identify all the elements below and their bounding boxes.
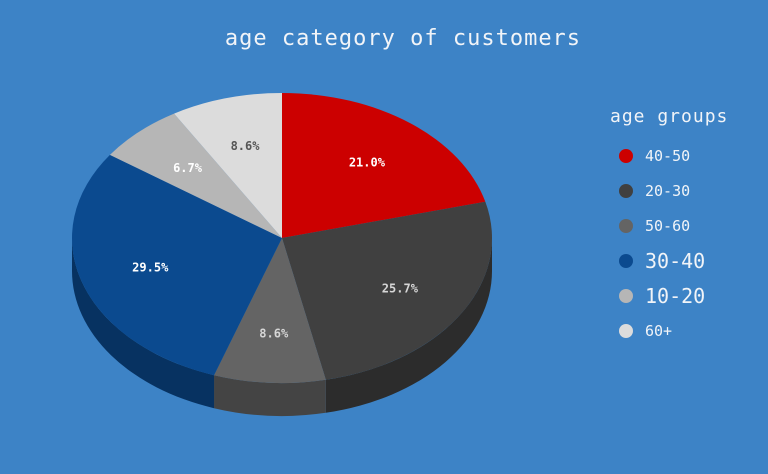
legend-item-40-50[interactable]: 40-50: [610, 145, 728, 180]
chart-title: age category of customers: [224, 26, 582, 51]
legend-swatch: [619, 184, 633, 198]
legend-swatch: [619, 149, 633, 163]
legend-swatch: [619, 219, 633, 233]
pie-side-30-40: [72, 238, 215, 409]
pie-slice-50-60[interactable]: [214, 238, 326, 384]
pie-slice-60+[interactable]: [174, 93, 282, 238]
legend-swatch: [619, 254, 633, 268]
slice-data-label: 6.7%: [173, 161, 203, 175]
pie-slice-20-30[interactable]: [282, 201, 492, 380]
legend-item-60-plus[interactable]: 60+: [610, 320, 728, 355]
pie-slice-40-50[interactable]: [282, 93, 486, 238]
slice-data-label: 8.6%: [231, 139, 261, 153]
legend-item-10-20[interactable]: 10-20: [610, 285, 728, 320]
slice-data-label: 8.6%: [259, 327, 289, 341]
legend-item-30-40[interactable]: 30-40: [610, 250, 728, 285]
pie-sides: [72, 238, 492, 416]
slice-data-label: 29.5%: [132, 261, 169, 275]
pie-slice-30-40[interactable]: [71, 154, 283, 376]
legend-label: 50-60: [645, 217, 691, 235]
pie-side-50-60: [214, 375, 326, 416]
pie-slice-10-20[interactable]: [109, 113, 282, 238]
legend-label: 60+: [645, 322, 673, 340]
slice-data-label: 21.0%: [349, 155, 386, 169]
legend-label: 20-30: [645, 182, 691, 200]
legend-label: 40-50: [645, 147, 691, 165]
legend: age groups 40-50 20-30 50-60 30-40 10-20…: [610, 106, 728, 355]
legend-swatch: [619, 289, 633, 303]
pie-side-20-30: [325, 238, 492, 413]
legend-label: 10-20: [645, 284, 706, 308]
legend-item-20-30[interactable]: 20-30: [610, 180, 728, 215]
slice-data-label: 25.7%: [382, 281, 419, 295]
legend-title: age groups: [610, 106, 729, 127]
legend-swatch: [619, 324, 633, 338]
legend-item-50-60[interactable]: 50-60: [610, 215, 728, 250]
legend-label: 30-40: [645, 249, 706, 273]
